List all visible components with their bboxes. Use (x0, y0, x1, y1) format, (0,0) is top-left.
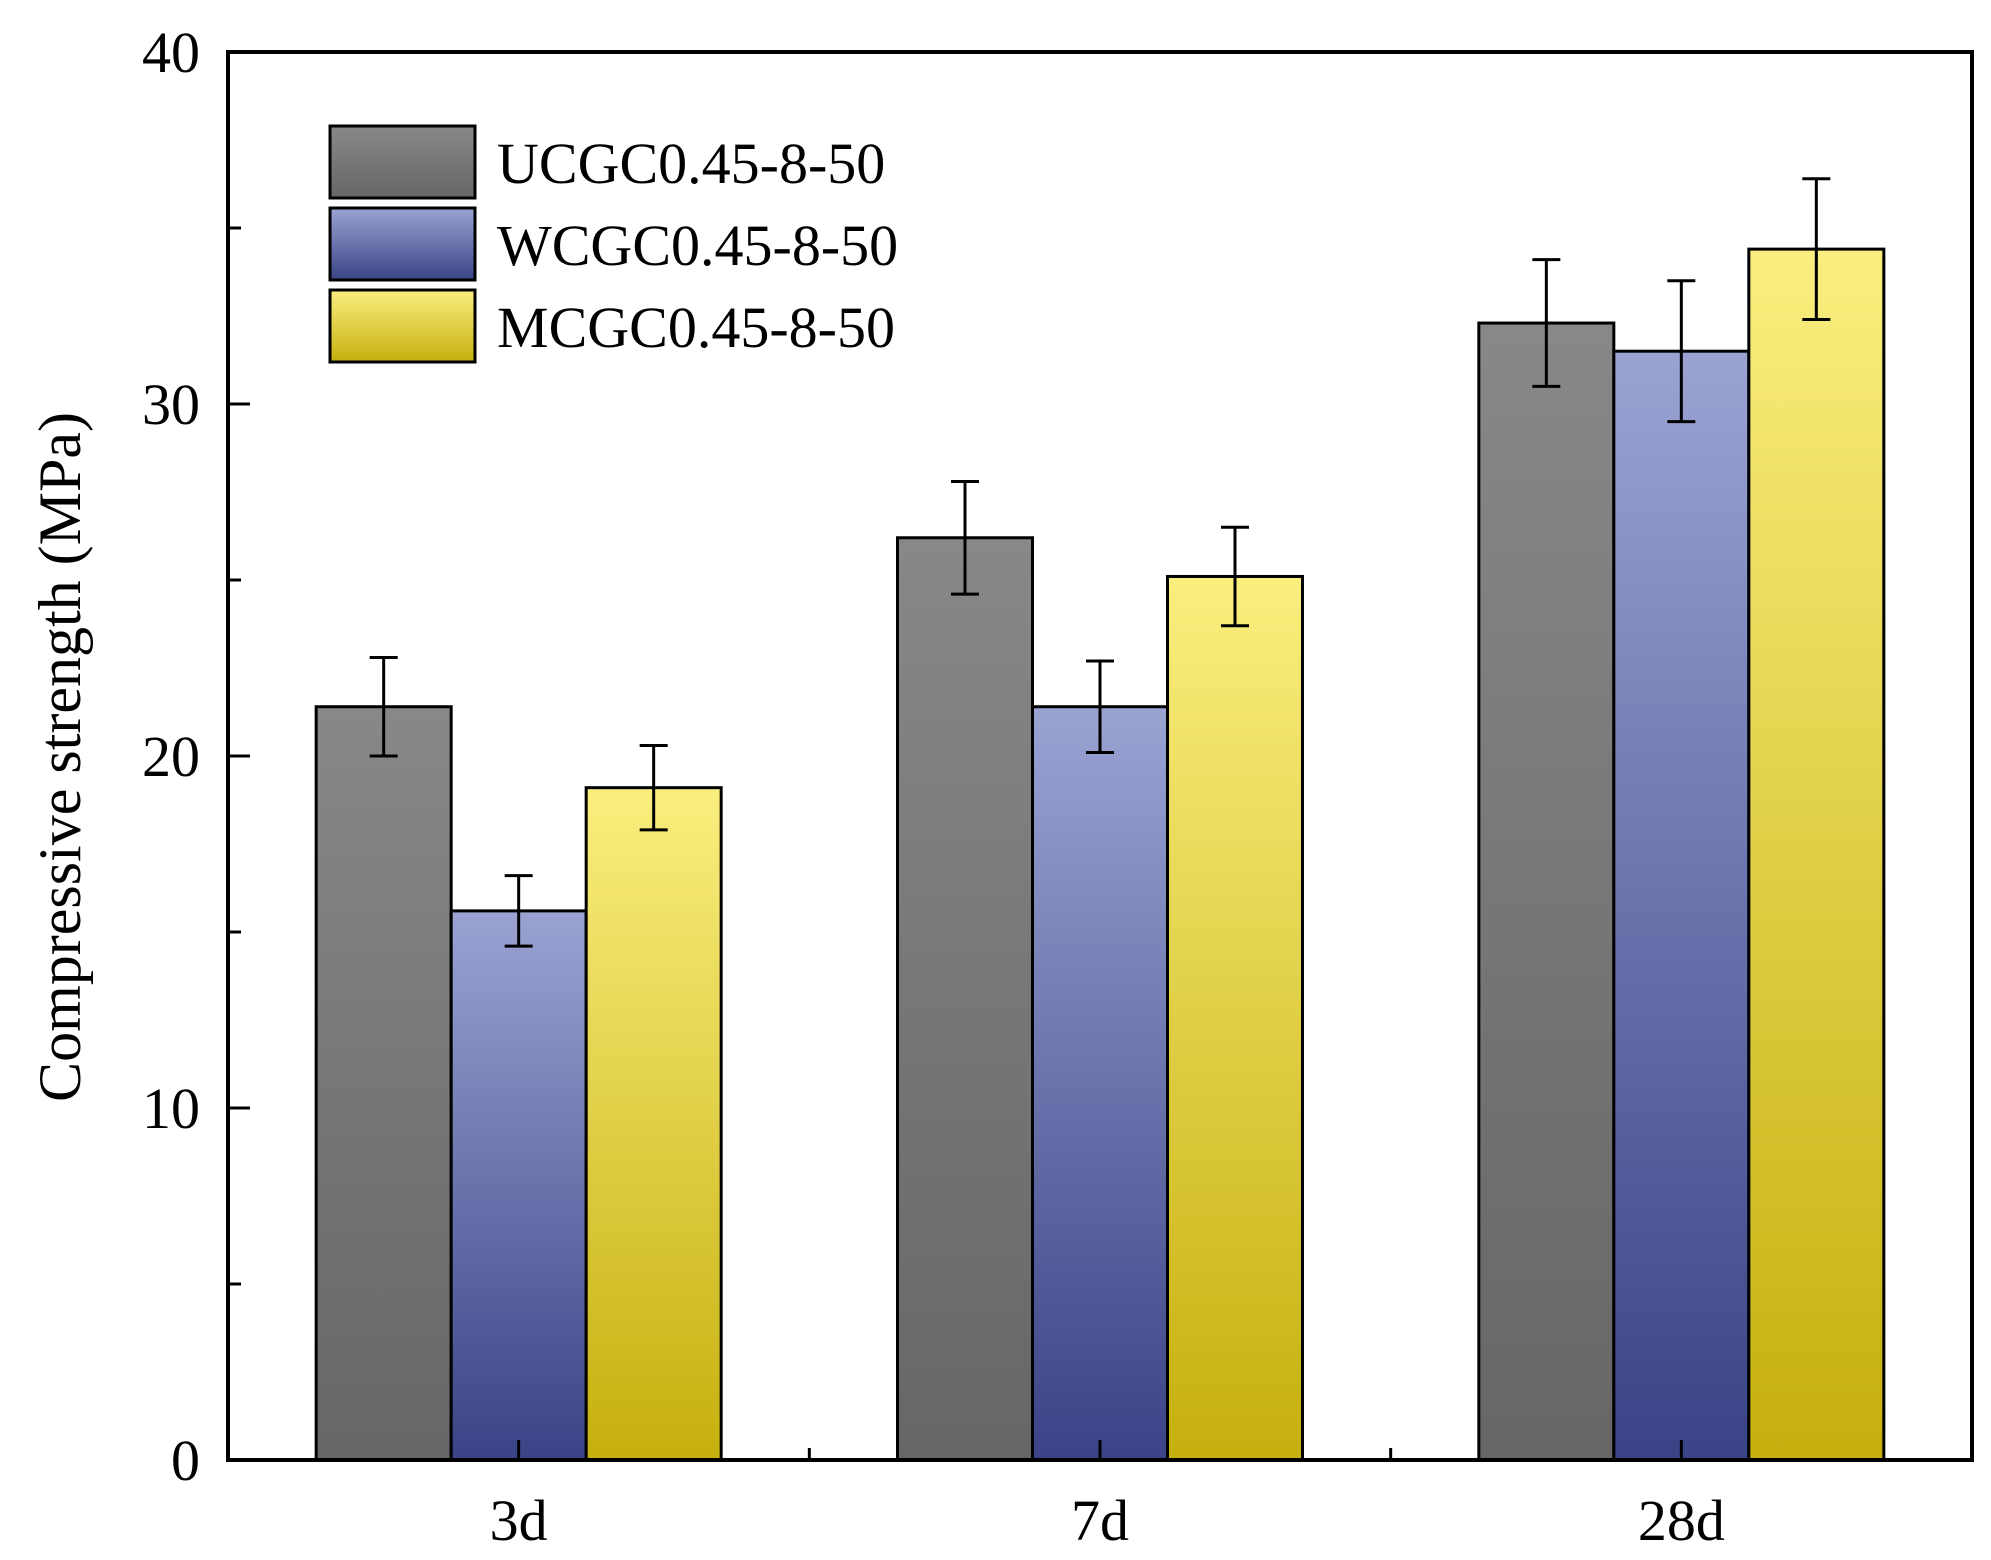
legend-label-wcgc0-45-8-50: WCGC0.45-8-50 (497, 213, 898, 278)
error-bar-ucgc0-45-8-50-7d (951, 479, 979, 596)
x-tick-label-28d: 28d (1638, 1488, 1725, 1553)
y-tick-label: 10 (142, 1076, 200, 1141)
y-tick-label: 40 (142, 20, 200, 85)
error-bar-mcgc0-45-8-50-3d (639, 743, 668, 832)
y-tick-label: 0 (171, 1428, 200, 1493)
bar-ucgc0-45-8-50-3d (314, 705, 453, 1462)
legend-swatch-wcgc0-45-8-50 (328, 206, 477, 282)
bar-mcgc0-45-8-50-28d (1747, 247, 1886, 1462)
error-bar-ucgc0-45-8-50-28d (1532, 258, 1561, 388)
error-bar-mcgc0-45-8-50-7d (1221, 525, 1249, 628)
error-bar-wcgc0-45-8-50-3d (504, 874, 533, 948)
legend-swatch-ucgc0-45-8-50 (328, 124, 477, 200)
legend-swatch-mcgc0-45-8-50 (328, 288, 477, 364)
error-bar-wcgc0-45-8-50-7d (1086, 659, 1114, 754)
bar-mcgc0-45-8-50-3d (584, 786, 723, 1462)
bar-mcgc0-45-8-50-7d (1166, 574, 1304, 1462)
y-axis-label: Compressive strength (MPa) (27, 412, 93, 1102)
x-tick-label-3d: 3d (490, 1488, 548, 1553)
legend-label-ucgc0-45-8-50: UCGC0.45-8-50 (497, 131, 885, 196)
error-bar-ucgc0-45-8-50-3d (369, 655, 398, 758)
bar-wcgc0-45-8-50-3d (449, 909, 588, 1462)
error-bar-mcgc0-45-8-50-28d (1802, 177, 1831, 322)
y-tick-label: 30 (142, 372, 200, 437)
bar-ucgc0-45-8-50-28d (1477, 321, 1616, 1462)
x-tick-label-7d: 7d (1071, 1488, 1129, 1553)
bar-wcgc0-45-8-50-28d (1612, 349, 1751, 1462)
legend-label-mcgc0-45-8-50: MCGC0.45-8-50 (497, 295, 895, 360)
bar-ucgc0-45-8-50-7d (896, 536, 1034, 1462)
bar-wcgc0-45-8-50-7d (1031, 705, 1169, 1462)
error-bar-wcgc0-45-8-50-28d (1667, 279, 1696, 424)
y-tick-label: 20 (142, 724, 200, 789)
plot-area: 0 10 20 30 40 3d 7d 28d UCGC0.45-8-50 WCGC0.45-8-… (142, 20, 1974, 1553)
legend: UCGC0.45-8-50 WCGC0.45-8-50 MCGC0.45-8-50 (328, 124, 898, 364)
